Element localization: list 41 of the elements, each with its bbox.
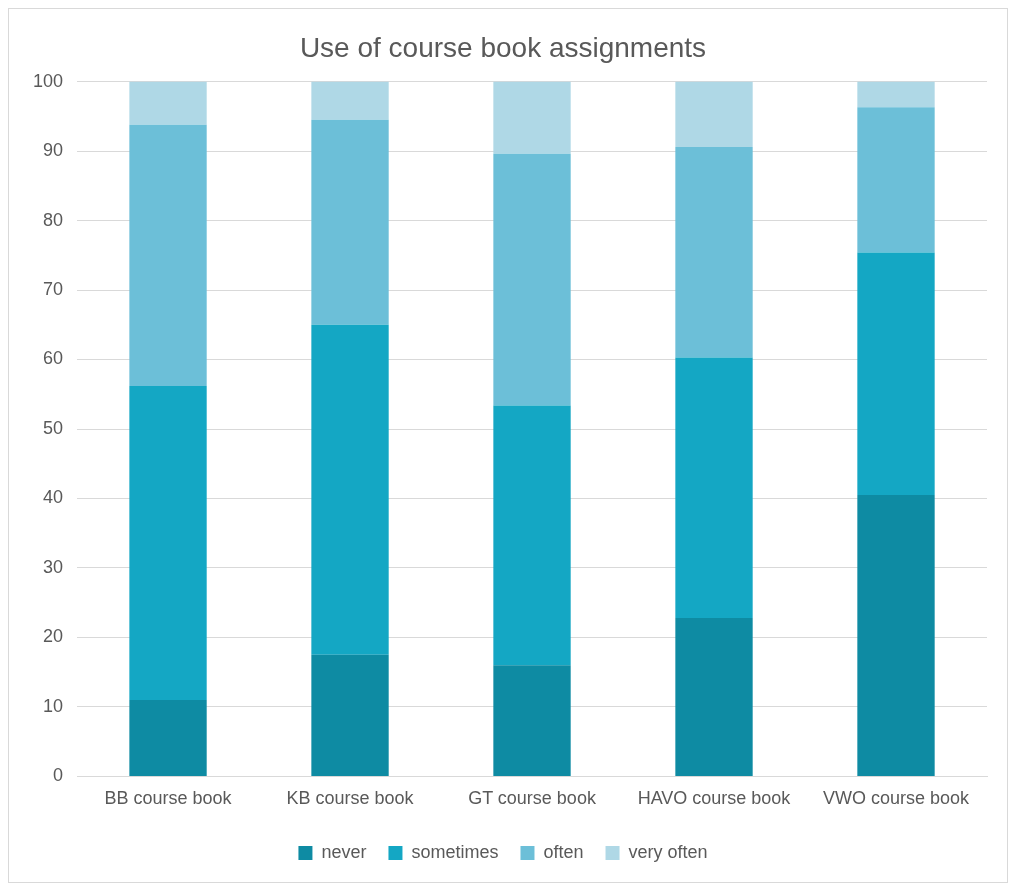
x-tick-label: BB course book (104, 788, 233, 809)
x-tick-label: VWO course book (822, 788, 971, 809)
bar (857, 107, 935, 253)
bar (311, 654, 389, 776)
bar (129, 699, 207, 776)
legend-label: sometimes (411, 841, 499, 862)
bar (129, 124, 207, 386)
chart-title: Use of course book assignments (299, 31, 707, 63)
bar (311, 81, 389, 120)
legend-label: never (321, 841, 367, 862)
bar (493, 81, 571, 154)
bar (675, 146, 753, 358)
x-tick-label: GT course book (468, 788, 597, 809)
legend-label: very often (628, 841, 708, 862)
y-tick-label: 70 (43, 279, 64, 300)
x-tick-label: HAVO course book (637, 788, 792, 809)
y-tick-label: 50 (43, 417, 64, 438)
bar (675, 357, 753, 618)
y-tick-label: 60 (43, 348, 64, 369)
y-tick-label: 80 (43, 209, 64, 230)
y-tick-label: 0 (53, 765, 64, 786)
bar (857, 252, 935, 496)
y-tick-label: 100 (32, 70, 64, 91)
x-tick-label: KB course book (286, 788, 415, 809)
bar (311, 324, 389, 655)
y-tick-label: 20 (43, 626, 64, 647)
bar (857, 495, 935, 776)
bar (675, 617, 753, 776)
bar (129, 385, 207, 700)
y-tick-label: 30 (43, 556, 64, 577)
y-tick-label: 40 (43, 487, 64, 508)
y-tick-label: 10 (43, 695, 64, 716)
bar (857, 81, 935, 108)
legend-label: often (543, 841, 584, 862)
bar (493, 153, 571, 406)
bar (493, 405, 571, 666)
bar (493, 665, 571, 776)
bar (311, 119, 389, 325)
y-tick-label: 90 (43, 140, 64, 161)
bar (675, 81, 753, 147)
bar (129, 81, 207, 125)
